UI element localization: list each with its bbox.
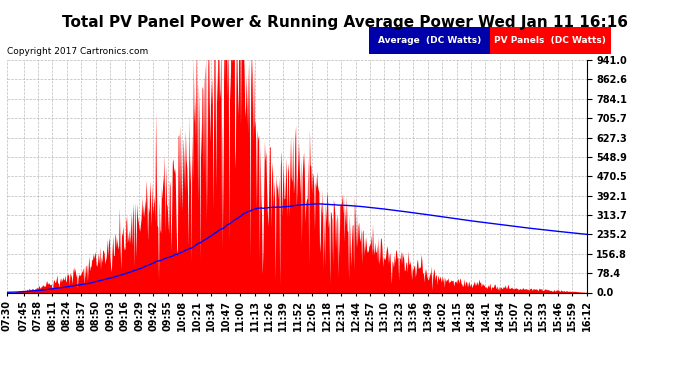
- Text: Total PV Panel Power & Running Average Power Wed Jan 11 16:16: Total PV Panel Power & Running Average P…: [62, 15, 628, 30]
- Text: Average  (DC Watts): Average (DC Watts): [378, 36, 481, 45]
- Text: PV Panels  (DC Watts): PV Panels (DC Watts): [494, 36, 607, 45]
- Text: Copyright 2017 Cartronics.com: Copyright 2017 Cartronics.com: [7, 47, 148, 56]
